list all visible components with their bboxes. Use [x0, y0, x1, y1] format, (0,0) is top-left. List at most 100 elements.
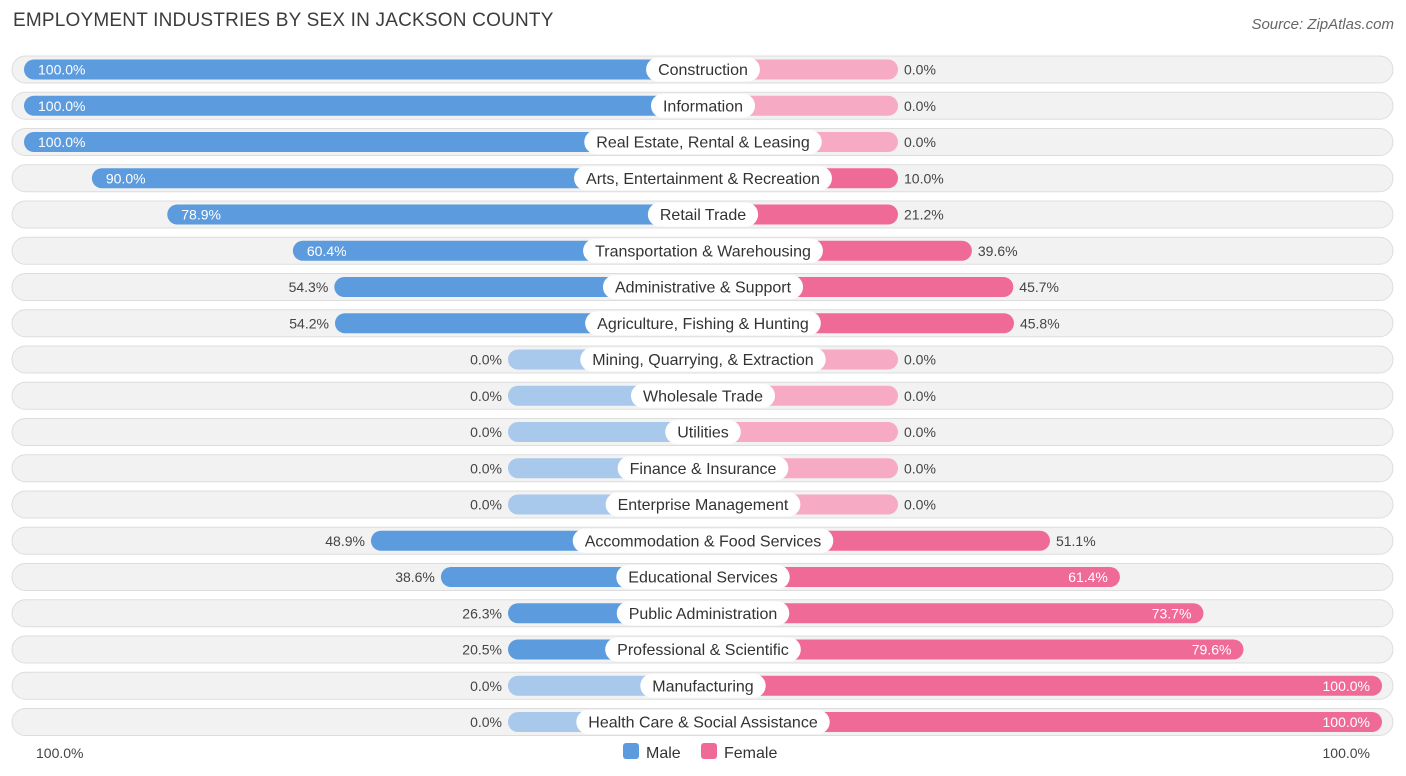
- bar-female-value-label: 0.0%: [904, 497, 936, 513]
- bar-female-value-label: 51.1%: [1056, 533, 1096, 549]
- axis-right-label: 100.0%: [1323, 745, 1370, 761]
- category-label: Mining, Quarrying, & Extraction: [592, 352, 813, 369]
- bar-male-value-label: 48.9%: [325, 533, 365, 549]
- category-pill: [617, 456, 789, 481]
- category-pill: [602, 275, 804, 299]
- legend-female-swatch: [701, 743, 717, 759]
- chart-row: 0.0% 0.0% Utilities: [11, 418, 1394, 446]
- bar-female: [703, 639, 1244, 660]
- bar-female-value-label: 0.0%: [904, 460, 936, 476]
- bar-male: [24, 59, 703, 80]
- bar-male-value-label: 54.2%: [289, 315, 329, 331]
- category-pill: [616, 601, 790, 626]
- bar-female-value-label: 73.7%: [1152, 605, 1192, 621]
- category-pill: [576, 710, 830, 734]
- category-label: Retail Trade: [660, 207, 746, 224]
- bar-female-value-label: 0.0%: [904, 134, 936, 150]
- category-label: Utilities: [677, 425, 729, 442]
- bar-female-value-label: 0.0%: [904, 62, 936, 78]
- category-label: Agriculture, Fishing & Hunting: [597, 316, 809, 333]
- chart-row: 60.4% 39.6% Transportation & Warehousing: [11, 236, 1394, 265]
- bar-female-value-label: 61.4%: [1068, 569, 1108, 585]
- category-pill: [630, 383, 776, 408]
- bar-female-value-label: 100.0%: [1323, 714, 1370, 730]
- category-label: Professional & Scientific: [617, 642, 789, 659]
- bar-male-value-label: 100.0%: [38, 134, 85, 150]
- bar-female-value-label: 10.0%: [904, 170, 944, 186]
- category-label: Transportation & Warehousing: [595, 243, 811, 260]
- category-label: Information: [663, 98, 743, 115]
- bar-male-value-label: 0.0%: [470, 388, 502, 404]
- bar-female-value-label: 45.8%: [1020, 315, 1060, 331]
- bar-male: [508, 422, 703, 442]
- source-credit: Source: ZipAtlas.com: [1251, 16, 1394, 33]
- category-label: Educational Services: [628, 570, 777, 587]
- bar-male: [24, 95, 703, 116]
- bar-female-value-label: 45.7%: [1019, 279, 1059, 295]
- category-pill: [640, 673, 766, 698]
- chart-row: 54.2% 45.8% Agriculture, Fishing & Hunting: [11, 309, 1394, 338]
- bar-male: [167, 204, 704, 225]
- legend: Male Female: [623, 743, 777, 762]
- chart-title: EMPLOYMENT INDUSTRIES BY SEX IN JACKSON …: [13, 10, 554, 31]
- chart-row: 100.0% 0.0% Real Estate, Rental & Leasing: [11, 128, 1394, 156]
- category-pill: [574, 166, 832, 191]
- category-pill: [605, 492, 801, 517]
- category-label: Health Care & Social Assistance: [588, 715, 818, 732]
- bar-female-value-label: 0.0%: [904, 424, 936, 440]
- bar-female-value-label: 100.0%: [1323, 678, 1370, 694]
- chart-row: 54.3% 45.7% Administrative & Support: [11, 273, 1394, 301]
- bar-female-value-label: 79.6%: [1192, 642, 1232, 658]
- category-label: Manufacturing: [652, 678, 753, 695]
- bar-male-value-label: 0.0%: [470, 424, 502, 440]
- category-pill: [650, 93, 756, 118]
- category-label: Finance & Insurance: [630, 461, 777, 478]
- category-label: Accommodation & Food Services: [585, 533, 822, 550]
- bar-male-value-label: 0.0%: [470, 497, 502, 513]
- chart-rows: 100.0% 0.0% Construction 100.0% 0.0% Informat…: [11, 55, 1394, 736]
- chart-row: 0.0% 0.0% Enterprise Management: [11, 490, 1394, 519]
- category-label: Wholesale Trade: [643, 388, 763, 405]
- category-label: Enterprise Management: [618, 497, 789, 514]
- axis-labels: 100.0% 100.0%: [36, 745, 1370, 761]
- bar-male-value-label: 0.0%: [470, 352, 502, 368]
- bar-male: [24, 132, 703, 152]
- chart-row: 78.9% 21.2% Retail Trade: [11, 200, 1394, 229]
- legend-male-swatch: [623, 743, 639, 759]
- legend-male-label: Male: [646, 745, 681, 762]
- chart-row: 100.0% 0.0% Information: [11, 91, 1394, 120]
- bar-male-value-label: 26.3%: [462, 605, 502, 621]
- bar-male-value-label: 20.5%: [462, 642, 502, 658]
- bar-female-value-label: 0.0%: [904, 388, 936, 404]
- category-label: Public Administration: [629, 606, 778, 623]
- chart-row: 38.6% 61.4% Educational Services: [11, 563, 1394, 591]
- chart-row: 0.0% 100.0% Health Care & Social Assistanc…: [11, 708, 1394, 736]
- axis-left-label: 100.0%: [36, 745, 83, 761]
- chart-row: 26.3% 73.7% Public Administration: [11, 599, 1394, 628]
- bar-male-value-label: 60.4%: [307, 243, 347, 259]
- bar-female: [703, 712, 1382, 732]
- category-label: Construction: [658, 62, 748, 79]
- category-pill: [646, 57, 760, 82]
- bar-male-value-label: 0.0%: [470, 460, 502, 476]
- bar-female-value-label: 21.2%: [904, 207, 944, 223]
- bar-female-value-label: 0.0%: [904, 352, 936, 368]
- category-pill: [665, 420, 741, 444]
- chart-row: 0.0% 100.0% Manufacturing: [11, 671, 1394, 700]
- bar-female: [703, 603, 1204, 624]
- chart-row: 90.0% 10.0% Arts, Entertainment & Recreati…: [11, 164, 1394, 193]
- category-pill: [647, 202, 759, 227]
- bar-female: [703, 675, 1382, 696]
- chart-row: 48.9% 51.1% Accommodation & Food Services: [11, 526, 1394, 555]
- category-pill: [616, 565, 790, 589]
- bar-male-value-label: 54.3%: [289, 279, 329, 295]
- bar-male-value-label: 90.0%: [106, 170, 146, 186]
- chart-row: 100.0% 0.0% Construction: [11, 55, 1394, 84]
- bar-female: [703, 422, 898, 442]
- bar-female: [703, 567, 1120, 587]
- chart-row: 0.0% 0.0% Finance & Insurance: [11, 454, 1394, 483]
- category-pill: [572, 528, 834, 553]
- bar-male-value-label: 38.6%: [395, 569, 435, 585]
- category-pill: [583, 238, 823, 263]
